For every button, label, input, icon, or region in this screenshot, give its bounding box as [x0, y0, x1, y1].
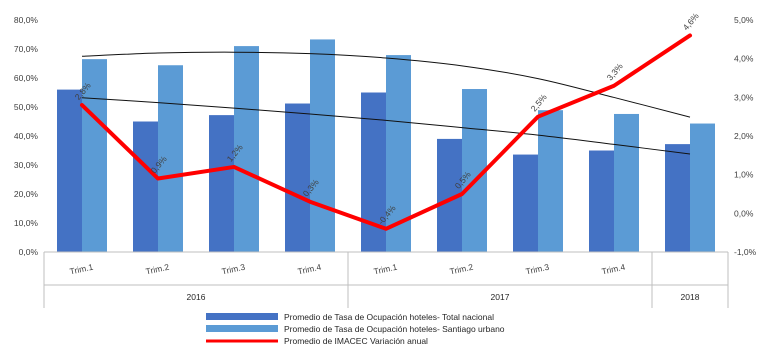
category-label: Trim.2 — [145, 262, 171, 277]
right-axis-tick-label: -1,0% — [734, 247, 757, 257]
left-axis-tick-label: 80,0% — [14, 15, 39, 25]
group-label: 2016 — [187, 292, 206, 302]
left-axis-tick-label: 30,0% — [14, 160, 39, 170]
category-label: Trim.2 — [449, 262, 475, 277]
axes: 0,0% 10,0% 20,0% 30,0% 40,0% 50,0% 60,0% 70,0% 8… — [14, 15, 757, 257]
bar-santiago-urbano — [234, 46, 259, 252]
bar-santiago-urbano — [690, 123, 715, 252]
imacec-data-label: 2,5% — [529, 92, 549, 114]
right-axis-tick-label: 1,0% — [734, 170, 754, 180]
imacec-line-layer — [80, 33, 692, 231]
legend-label: Promedio de IMACEC Variación anual — [284, 336, 428, 346]
trendlines — [81, 51, 691, 155]
legend-swatch — [206, 313, 278, 320]
right-axis-tick-label: 2,0% — [734, 131, 754, 141]
left-axis-tick-label: 10,0% — [14, 218, 39, 228]
legend: Promedio de Tasa de Ocupación hoteles- T… — [206, 312, 505, 346]
left-axis-tick-label: 60,0% — [14, 73, 39, 83]
category-label: Trim.4 — [297, 262, 323, 277]
bar-total-nacional — [133, 121, 158, 252]
x-axis: Trim.1 Trim.2 Trim.3 Trim.4 Trim.1 Trim.2 Trim… — [43, 251, 729, 308]
category-label: Trim.3 — [221, 262, 247, 277]
bar-total-nacional — [513, 154, 538, 252]
left-axis-tick-label: 70,0% — [14, 44, 39, 54]
right-axis-tick-label: 3,0% — [734, 92, 754, 102]
group-label: 2017 — [491, 292, 510, 302]
legend-label: Promedio de Tasa de Ocupación hoteles- S… — [284, 324, 505, 334]
category-label: Trim.4 — [601, 262, 627, 277]
legend-swatch — [206, 325, 278, 332]
imacec-data-label: 4,6% — [681, 11, 701, 33]
trendline-total-nacional — [81, 97, 691, 155]
right-axis-tick-label: 5,0% — [734, 15, 754, 25]
bar-total-nacional — [209, 115, 234, 253]
bar-santiago-urbano — [82, 59, 107, 253]
left-axis-tick-label: 20,0% — [14, 189, 39, 199]
category-label: Trim.1 — [69, 262, 95, 277]
legend-label: Promedio de Tasa de Ocupación hoteles- T… — [284, 312, 494, 322]
group-label: 2018 — [681, 292, 700, 302]
category-label: Trim.3 — [525, 262, 551, 277]
left-axis-tick-label: 0,0% — [19, 247, 39, 257]
bar-santiago-urbano — [310, 39, 335, 253]
bar-total-nacional — [285, 103, 310, 253]
bar-santiago-urbano — [538, 110, 563, 252]
bar-total-nacional — [589, 150, 614, 252]
right-axis-tick-label: 4,0% — [734, 54, 754, 64]
trendline-santiago-urbano — [81, 51, 691, 118]
bar-santiago-urbano — [158, 65, 183, 253]
right-axis-tick-label: 0,0% — [734, 208, 754, 218]
bar-total-nacional — [665, 144, 690, 252]
bar-santiago-urbano — [614, 113, 639, 253]
imacec-line — [80, 33, 692, 231]
left-axis-tick-label: 50,0% — [14, 102, 39, 112]
bar-total-nacional — [57, 89, 82, 252]
left-axis-tick-label: 40,0% — [14, 131, 39, 141]
category-label: Trim.1 — [373, 262, 399, 277]
